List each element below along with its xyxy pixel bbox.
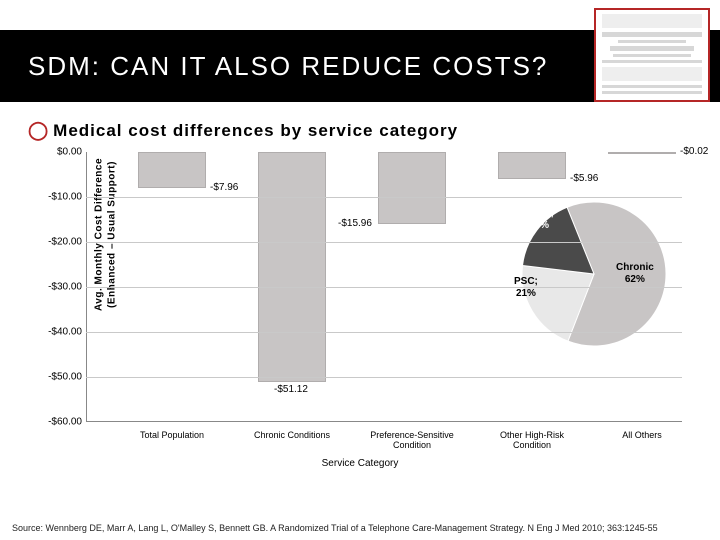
bar	[258, 152, 326, 382]
bar	[378, 152, 446, 224]
x-tick: Total Population	[122, 430, 222, 440]
bar	[498, 152, 566, 179]
x-axis-title: Service Category	[22, 458, 698, 469]
gridline	[86, 287, 682, 288]
pie-chart: Chronic62%PSC;21%Other;17%	[522, 202, 666, 351]
chart-area: Avg. Monthly Cost Difference (Enhanced –…	[22, 152, 698, 482]
gridline	[86, 242, 682, 243]
gridline	[86, 197, 682, 198]
x-tick: Chronic Conditions	[242, 430, 342, 440]
y-tick: -$20.00	[32, 237, 82, 248]
y-tick: -$40.00	[32, 327, 82, 338]
y-tick: $0.00	[32, 147, 82, 158]
bar-value-label: -$51.12	[274, 384, 308, 395]
y-tick: -$10.00	[32, 192, 82, 203]
bar-value-label: -$15.96	[338, 218, 372, 229]
bullet-ring-icon: ◯	[28, 120, 49, 140]
subtitle: ◯Medical cost differences by service cat…	[28, 120, 458, 141]
gridline	[86, 377, 682, 378]
y-tick: -$60.00	[32, 417, 82, 428]
y-tick: -$50.00	[32, 372, 82, 383]
bar-value-label: -$0.02	[680, 146, 708, 157]
source-citation: Source: Wennberg DE, Marr A, Lang L, O'M…	[12, 523, 708, 534]
x-tick: Other High-Risk Condition	[482, 430, 582, 451]
pie-slice-label: Chronic62%	[616, 262, 654, 285]
bar	[138, 152, 206, 188]
paper-thumbnail	[594, 8, 710, 102]
x-tick: All Others	[592, 430, 692, 440]
x-tick: Preference-Sensitive Condition	[362, 430, 462, 451]
bar-value-label: -$5.96	[570, 173, 598, 184]
page-title: SDM: CAN IT ALSO REDUCE COSTS?	[28, 51, 548, 82]
pie-slice-label: Other;17%	[524, 208, 554, 231]
plot-region: -$7.96-$51.12-$15.96-$5.96-$0.02 Chronic…	[86, 152, 682, 422]
bar-value-label: -$7.96	[210, 182, 238, 193]
subtitle-text: Medical cost differences by service cate…	[53, 121, 458, 140]
bar	[608, 152, 676, 154]
y-tick: -$30.00	[32, 282, 82, 293]
gridline	[86, 332, 682, 333]
